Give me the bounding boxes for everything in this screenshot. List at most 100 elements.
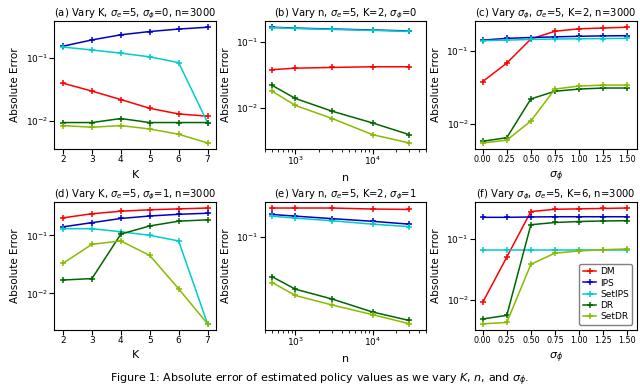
- Line: SetIPS: SetIPS: [479, 247, 630, 253]
- Line: DR: DR: [60, 217, 211, 283]
- Line: SetIPS: SetIPS: [269, 25, 413, 34]
- DM: [623, 206, 631, 210]
- SetIPS: [503, 38, 511, 43]
- IPS: [268, 25, 276, 30]
- IPS: [328, 27, 336, 31]
- DR: [406, 132, 413, 137]
- SetIPS: [623, 36, 631, 41]
- SetDR: [146, 127, 154, 131]
- SetIPS: [60, 226, 67, 231]
- DM: [479, 79, 486, 84]
- IPS: [575, 34, 583, 39]
- Line: DR: DR: [479, 218, 630, 322]
- IPS: [146, 29, 154, 34]
- DR: [328, 297, 336, 301]
- DM: [369, 64, 376, 69]
- SetDR: [406, 141, 413, 145]
- DR: [479, 317, 486, 321]
- IPS: [503, 36, 511, 41]
- IPS: [369, 28, 376, 32]
- Line: SetIPS: SetIPS: [60, 44, 211, 126]
- DM: [268, 206, 276, 210]
- DR: [60, 120, 67, 125]
- DR: [527, 97, 534, 101]
- Line: DM: DM: [479, 24, 630, 85]
- DM: [527, 37, 534, 41]
- DM: [146, 207, 154, 212]
- SetDR: [503, 320, 511, 325]
- SetDR: [369, 312, 376, 317]
- Text: Figure 1: Absolute error of estimated policy values as we vary $K$, $n$, and $\s: Figure 1: Absolute error of estimated po…: [110, 372, 530, 388]
- DR: [292, 96, 300, 101]
- DM: [88, 89, 96, 94]
- SetIPS: [292, 216, 300, 220]
- Line: SetIPS: SetIPS: [60, 225, 211, 327]
- DM: [268, 67, 276, 72]
- IPS: [527, 215, 534, 219]
- DM: [60, 81, 67, 85]
- DR: [369, 121, 376, 125]
- SetDR: [503, 138, 511, 143]
- IPS: [479, 38, 486, 43]
- SetDR: [328, 303, 336, 307]
- IPS: [369, 219, 376, 223]
- SetDR: [117, 123, 125, 128]
- SetDR: [369, 132, 376, 137]
- SetDR: [527, 262, 534, 267]
- IPS: [88, 220, 96, 225]
- SetIPS: [479, 38, 486, 43]
- IPS: [204, 25, 211, 30]
- SetIPS: [117, 51, 125, 55]
- DM: [575, 207, 583, 211]
- IPS: [117, 32, 125, 37]
- IPS: [551, 215, 559, 219]
- Y-axis label: Absolute Error: Absolute Error: [431, 48, 441, 122]
- SetDR: [575, 84, 583, 89]
- SetIPS: [369, 28, 376, 33]
- DM: [406, 207, 413, 212]
- DR: [328, 109, 336, 113]
- IPS: [599, 34, 607, 38]
- X-axis label: $\sigma_\phi$: $\sigma_\phi$: [549, 350, 563, 365]
- Line: SetIPS: SetIPS: [479, 35, 630, 44]
- Line: IPS: IPS: [269, 24, 413, 34]
- DR: [88, 120, 96, 125]
- DR: [406, 318, 413, 323]
- SetDR: [623, 246, 631, 251]
- X-axis label: $\sigma_\phi$: $\sigma_\phi$: [549, 170, 563, 184]
- Line: IPS: IPS: [60, 24, 211, 49]
- DR: [146, 223, 154, 228]
- IPS: [527, 35, 534, 40]
- SetDR: [175, 132, 182, 136]
- DR: [117, 116, 125, 121]
- Title: (b) Vary n, $\sigma_e$=5, K=2, $\sigma_\phi$=0: (b) Vary n, $\sigma_e$=5, K=2, $\sigma_\…: [274, 7, 417, 21]
- Title: (c) Vary $\sigma_\phi$, $\sigma_e$=5, K=2, n=3000: (c) Vary $\sigma_\phi$, $\sigma_e$=5, K=…: [476, 7, 637, 21]
- SetDR: [527, 119, 534, 123]
- DM: [175, 112, 182, 116]
- SetIPS: [175, 60, 182, 65]
- DM: [328, 65, 336, 70]
- DR: [292, 287, 300, 292]
- DM: [503, 255, 511, 259]
- SetIPS: [406, 29, 413, 34]
- DM: [575, 27, 583, 31]
- SetDR: [204, 321, 211, 326]
- DM: [479, 300, 486, 305]
- IPS: [292, 214, 300, 218]
- IPS: [88, 37, 96, 42]
- IPS: [175, 27, 182, 32]
- Line: DR: DR: [269, 274, 413, 324]
- IPS: [503, 215, 511, 220]
- SetIPS: [175, 239, 182, 243]
- IPS: [623, 215, 631, 219]
- DR: [204, 218, 211, 222]
- DM: [599, 206, 607, 211]
- DR: [551, 220, 559, 225]
- IPS: [479, 215, 486, 220]
- DR: [369, 310, 376, 314]
- IPS: [268, 212, 276, 217]
- SetIPS: [575, 248, 583, 252]
- Line: SetDR: SetDR: [60, 238, 211, 327]
- IPS: [551, 35, 559, 39]
- SetIPS: [60, 45, 67, 50]
